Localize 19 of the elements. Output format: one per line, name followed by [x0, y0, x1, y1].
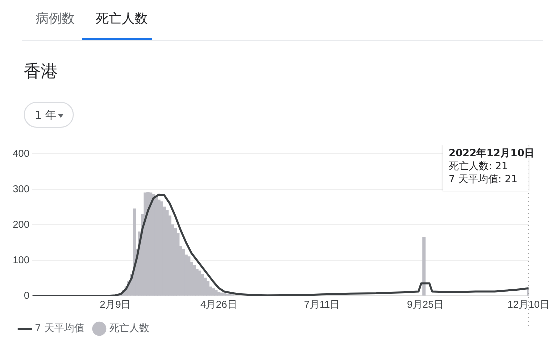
y-tick-label: 0 — [24, 290, 30, 302]
annotation: 死亡人数: 21 — [448, 160, 508, 173]
x-tick-label: 4月26日 — [200, 300, 238, 311]
y-tick-label: 100 — [12, 255, 30, 266]
x-tick-label: 12月10日 — [508, 300, 550, 311]
x-tick-label: 2月9日 — [100, 300, 132, 311]
x-tick-label: 9月25日 — [407, 300, 444, 311]
y-tick-label: 300 — [12, 184, 30, 196]
text: 病例数 — [36, 11, 75, 28]
text: 1 年 — [24, 102, 74, 128]
annotation: 2022年12月10日 — [448, 148, 535, 160]
chart-title: 香港 — [24, 61, 58, 83]
legend-label: 死亡人数 — [110, 322, 150, 335]
annotation: 7 天平均值: 21 — [448, 174, 518, 186]
y-tick-label: 400 — [12, 148, 30, 160]
text: 死亡人数 — [96, 11, 148, 28]
legend-label: 7 天平均值 — [35, 322, 85, 335]
x-tick-label: 7月11日 — [304, 300, 340, 311]
y-tick-label: 200 — [12, 220, 30, 231]
